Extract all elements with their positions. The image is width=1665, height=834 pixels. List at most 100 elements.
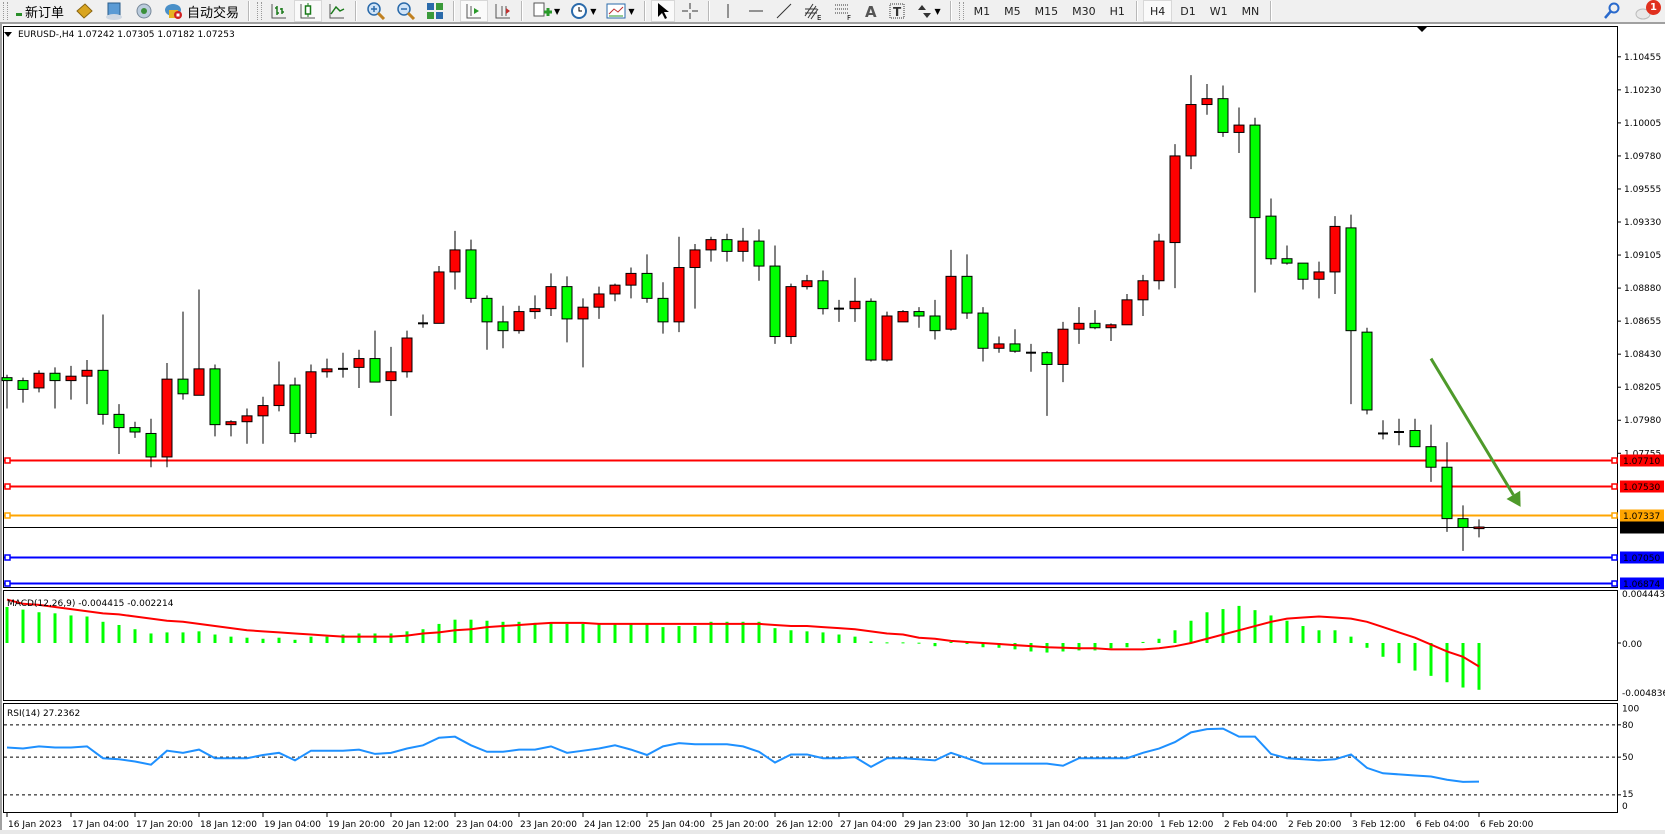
candle-body-bull [385,371,397,382]
level-handle[interactable] [4,512,11,519]
auto-scroll-button[interactable] [460,0,489,22]
toolbar-separator [1270,1,1273,21]
text-icon: A [863,2,879,20]
macd-histogram-bar [549,622,553,643]
chart-shift-marker-icon[interactable] [1417,27,1427,32]
timeframe-h1[interactable]: H1 [1109,4,1125,18]
candle [465,239,477,303]
timeframe-mn[interactable]: MN [1241,4,1260,18]
timeframe-d1[interactable]: D1 [1180,4,1196,18]
line-chart-button[interactable] [324,0,350,22]
candle [625,267,637,299]
macd-histogram-bar [1029,643,1033,652]
periods-button[interactable]: ▼ [566,0,600,22]
timeframe-m30[interactable]: M30 [1072,4,1096,18]
zoom-in-button[interactable] [362,0,390,22]
candle-body-bull [241,415,253,423]
candle [97,314,109,425]
candle [305,364,317,438]
level-handle[interactable] [4,554,11,561]
zoom-out-button[interactable] [392,0,420,22]
level-handle[interactable] [4,457,11,464]
candle [1425,424,1437,482]
level-handle[interactable] [1611,580,1618,587]
timeframe-m1[interactable]: M1 [973,4,991,18]
arrows-button[interactable]: ▼ [911,0,945,22]
time-tick-label: 17 Jan 20:00 [136,820,193,830]
templates-button[interactable]: ▼ [602,0,638,22]
macd-histogram-bar [1445,643,1449,683]
toolbar-grip[interactable] [257,2,263,20]
candle-body-bear [481,297,493,323]
price-tick-label: 1.08430 [1624,350,1661,360]
chart-menu-triangle-icon[interactable] [4,32,12,37]
timeframe-h4[interactable]: H4 [1142,0,1173,22]
candle-body-bull [689,249,701,269]
navigator-button[interactable] [100,0,128,22]
arrow-head-icon[interactable] [1506,490,1521,507]
candle [65,365,77,400]
timeframe-m15[interactable]: M15 [1034,4,1059,18]
vertical-line-button[interactable] [715,0,741,22]
level-handle[interactable] [4,483,11,490]
candle [689,244,701,309]
macd-histogram-bar [1237,605,1241,643]
crosshair-button[interactable] [677,0,703,22]
level-handle[interactable] [1611,512,1618,519]
candlestick-chart-button[interactable] [294,0,323,22]
macd-histogram-bar [1333,630,1337,643]
level-handle[interactable] [1611,483,1618,490]
text-label-button[interactable]: T [885,0,909,22]
timeframe-w1[interactable]: W1 [1209,4,1228,18]
price-axis[interactable]: 1.10455 1.10230 1.10005 1.09780 1.09555 1.093… [1618,53,1661,459]
search-icon[interactable] [1603,2,1621,23]
level-handle[interactable] [1611,554,1618,561]
candle [1409,418,1421,448]
fibonacci-retracement-button[interactable]: F [829,0,857,22]
fibonacci-channel-button[interactable]: E [799,0,827,22]
metaeditor-button[interactable] [70,0,98,22]
toolbar-grip[interactable] [958,2,964,20]
candle-body-bear [657,297,669,323]
candle [929,299,941,340]
candle [33,370,45,393]
cursor-button[interactable] [650,0,675,22]
text-button[interactable]: A [859,0,883,22]
trendline-button[interactable] [771,0,797,22]
metaeditor-icon [74,2,94,20]
bar-chart-button[interactable] [266,0,292,22]
macd-histogram-bar [1205,612,1209,643]
signals-button[interactable] [130,0,158,22]
time-axis[interactable]: 16 Jan 2023 17 Jan 04:00 17 Jan 20:00 18 Ja… [6,813,1534,830]
macd-histogram-bar [165,632,169,643]
level-handle[interactable] [1611,457,1618,464]
toolbar-grip[interactable] [3,2,8,20]
candle [401,330,413,378]
time-tick-label: 30 Jan 12:00 [968,820,1025,830]
candle [673,236,685,333]
new-order-button[interactable]: 新订单 [12,0,68,22]
auto-trading-button[interactable]: 自动交易 [160,0,243,22]
candle [993,336,1005,353]
candle-body-bear [961,275,973,314]
chart-shift-button[interactable] [490,0,516,22]
candle-body-bear [1361,331,1373,411]
trend-arrow[interactable] [1429,357,1521,507]
macd-histogram-bar [181,632,185,643]
macd-histogram-bar [677,626,681,643]
candle-body-bull [321,368,333,373]
new-indicator-button[interactable]: ▼ [528,0,564,22]
timeframe-m5[interactable]: M5 [1004,4,1021,18]
macd-histogram-bar [885,642,889,644]
horizontal-line-button[interactable] [743,0,769,22]
tile-windows-button[interactable] [422,0,448,22]
macd-histogram-bar [357,633,361,643]
candle [593,286,605,319]
level-handle[interactable] [4,580,11,587]
candle-body-bear [721,239,733,252]
arrow-shaft[interactable] [1429,357,1515,496]
candle-body-bear [1089,322,1101,329]
svg-text:F: F [847,14,851,20]
notifications-button[interactable]: 1 [1635,0,1661,22]
